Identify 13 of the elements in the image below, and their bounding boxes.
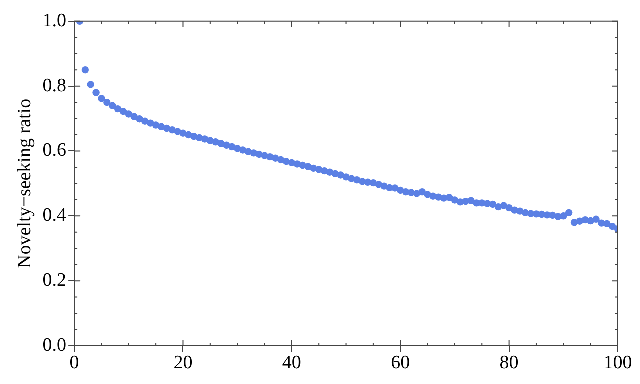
y-tick-label: 0.4 [42, 205, 68, 226]
y-tick-label: 1.0 [42, 10, 67, 32]
y-tick-label: 0.2 [42, 270, 67, 292]
x-tick-label: 20 [174, 352, 193, 374]
y-tick-label: 0.6 [42, 140, 67, 162]
x-tick-label: 60 [391, 352, 410, 374]
x-tick-label: 40 [282, 352, 302, 374]
y-axis-title: Novelty−seeking ratio [14, 98, 36, 268]
y-tick-label: 0.0 [42, 334, 67, 356]
x-tick-label: 80 [500, 352, 519, 374]
y-tick-label: 0.8 [42, 75, 67, 96]
x-tick-label: 100 [604, 352, 632, 374]
x-tick-label: 0 [70, 352, 80, 374]
